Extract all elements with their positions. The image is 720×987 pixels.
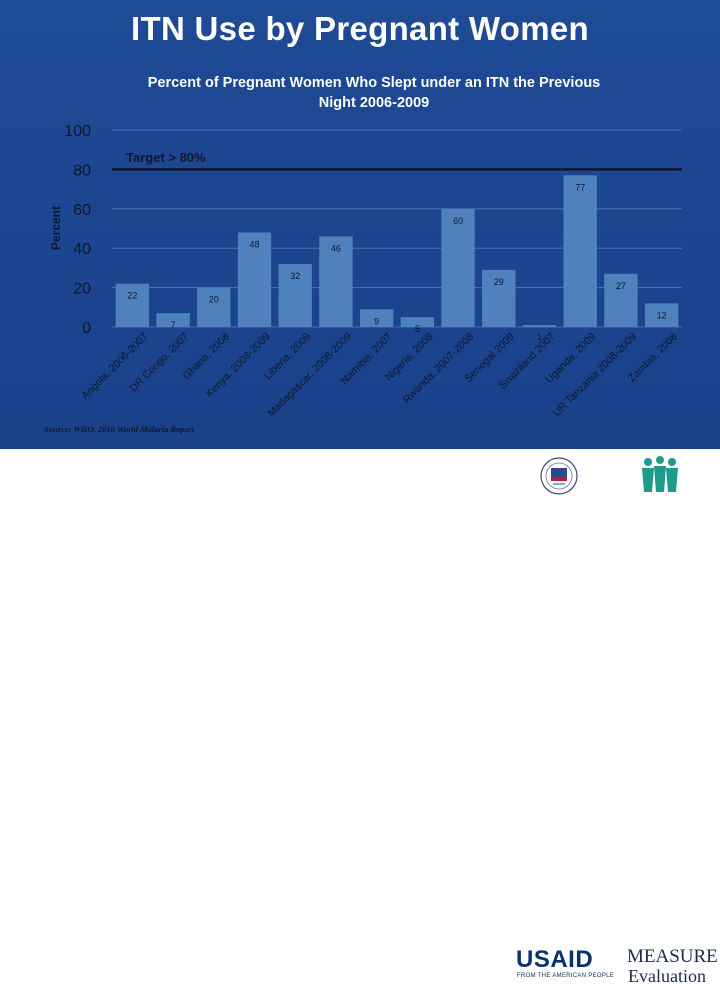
evaluation-logo-text: Evaluation — [628, 966, 706, 986]
bar — [522, 325, 557, 327]
y-tick-label: 40 — [73, 241, 91, 258]
data-label: 1 — [537, 332, 542, 342]
target-label: Target > 80% — [126, 150, 206, 165]
y-tick-label: 100 — [64, 123, 91, 140]
bar — [278, 263, 312, 327]
data-label: 32 — [290, 271, 300, 281]
chart-title-line-1: Percent of Pregnant Women Who Slept unde… — [148, 75, 601, 91]
bar — [441, 208, 475, 327]
usaid-seal-icon — [540, 457, 578, 495]
bar — [319, 236, 353, 327]
data-label: 22 — [127, 291, 137, 301]
x-tick-label: Rwanda, 2007-2008 — [401, 331, 476, 406]
data-label: 29 — [494, 277, 504, 287]
data-label: 48 — [249, 239, 259, 249]
measure-logo-text: MEASURE — [627, 946, 718, 967]
bar — [359, 309, 394, 327]
slide-background — [0, 0, 720, 449]
y-tick-label: 20 — [73, 281, 91, 298]
data-label: 20 — [209, 295, 219, 305]
bar — [115, 283, 150, 327]
measure-evaluation-people-icon — [642, 456, 678, 492]
bar — [563, 175, 597, 327]
y-tick-label: 60 — [73, 202, 91, 219]
data-label: 60 — [453, 216, 463, 226]
slide-title: ITN Use by Pregnant Women — [131, 10, 589, 47]
bar — [644, 303, 679, 327]
usaid-logo-text: USAID — [516, 946, 594, 973]
data-label: 12 — [657, 310, 667, 320]
y-tick-label: 80 — [73, 162, 91, 179]
x-tick-label: Angola, 2006-2007 — [79, 331, 150, 402]
data-label: 77 — [575, 182, 585, 192]
data-label: 5 — [415, 324, 420, 334]
bar — [604, 273, 638, 327]
chart-title-line-2: Night 2006-2009 — [319, 95, 429, 111]
bar — [156, 313, 190, 327]
usaid-tagline: FROM THE AMERICAN PEOPLE — [517, 973, 615, 979]
bar-chart: Percent of Pregnant Women Who Slept unde… — [44, 75, 682, 434]
data-label: 27 — [616, 281, 626, 291]
bar — [400, 317, 435, 327]
data-label: 7 — [171, 320, 176, 330]
logo-footer: USAID FROM THE AMERICAN PEOPLE MEASURE E… — [0, 449, 720, 986]
bar — [237, 232, 272, 327]
y-axis-label: Percent — [49, 206, 63, 250]
bar — [197, 287, 231, 327]
source-note: Source: WHO, 2010 World Malaria Report — [44, 424, 195, 434]
data-label: 9 — [374, 316, 379, 326]
data-label: 46 — [331, 243, 341, 253]
bar — [482, 269, 516, 327]
y-tick-label: 0 — [82, 320, 91, 337]
